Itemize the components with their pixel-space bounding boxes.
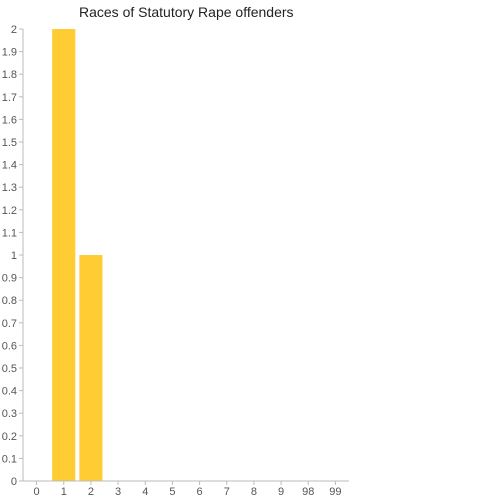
x-tick-label: 9	[278, 486, 284, 498]
x-tick-label: 98	[302, 486, 314, 498]
x-tick-label: 99	[329, 486, 341, 498]
y-tick-label: 0.7	[2, 318, 17, 330]
y-tick-label: 2	[11, 24, 17, 36]
bars	[52, 29, 103, 481]
x-tick-label: 3	[115, 486, 121, 498]
y-tick-label: 1.8	[2, 69, 17, 81]
x-tick-label: 6	[197, 486, 203, 498]
x-tick-label: 5	[169, 486, 175, 498]
chart-title: Races of Statutory Rape offenders	[79, 4, 294, 20]
y-tick-label: 0.9	[2, 273, 17, 285]
y-tick-label: 0.3	[2, 408, 17, 420]
y-tick-label: 0.8	[2, 295, 17, 307]
y-tick-label: 1	[11, 250, 17, 262]
x-tick-label: 0	[34, 486, 40, 498]
x-axis-ticks: 0 1 2 3 4 5 6 7 8 9 98 99	[34, 481, 342, 498]
bar-1	[52, 29, 76, 481]
y-tick-label: 1.3	[2, 182, 17, 194]
y-tick-label: 0.4	[2, 386, 17, 398]
y-tick-label: 1.1	[2, 227, 17, 239]
y-tick-label: 0.2	[2, 431, 17, 443]
y-tick-label: 1.2	[2, 205, 17, 217]
bar-2	[79, 255, 103, 481]
y-tick-label: 1.6	[2, 114, 17, 126]
x-tick-label: 8	[251, 486, 257, 498]
x-tick-label: 7	[224, 486, 230, 498]
y-tick-label: 0.1	[2, 453, 17, 465]
x-tick-label: 1	[61, 486, 67, 498]
x-tick-label: 4	[142, 486, 148, 498]
y-tick-label: 1.5	[2, 137, 17, 149]
y-tick-label: 1.9	[2, 47, 17, 59]
x-tick-label: 2	[88, 486, 94, 498]
y-axis-ticks: 0 0.1 0.2 0.3 0.4 0.5 0.6 0.7 0.8 0.9 1 1.1 1.2 1.3 1.…	[2, 24, 23, 488]
y-tick-label: 1.4	[2, 160, 17, 172]
y-tick-label: 0.5	[2, 363, 17, 375]
y-tick-label: 1.7	[2, 92, 17, 104]
y-tick-label: 0	[11, 476, 17, 488]
y-tick-label: 0.6	[2, 340, 17, 352]
